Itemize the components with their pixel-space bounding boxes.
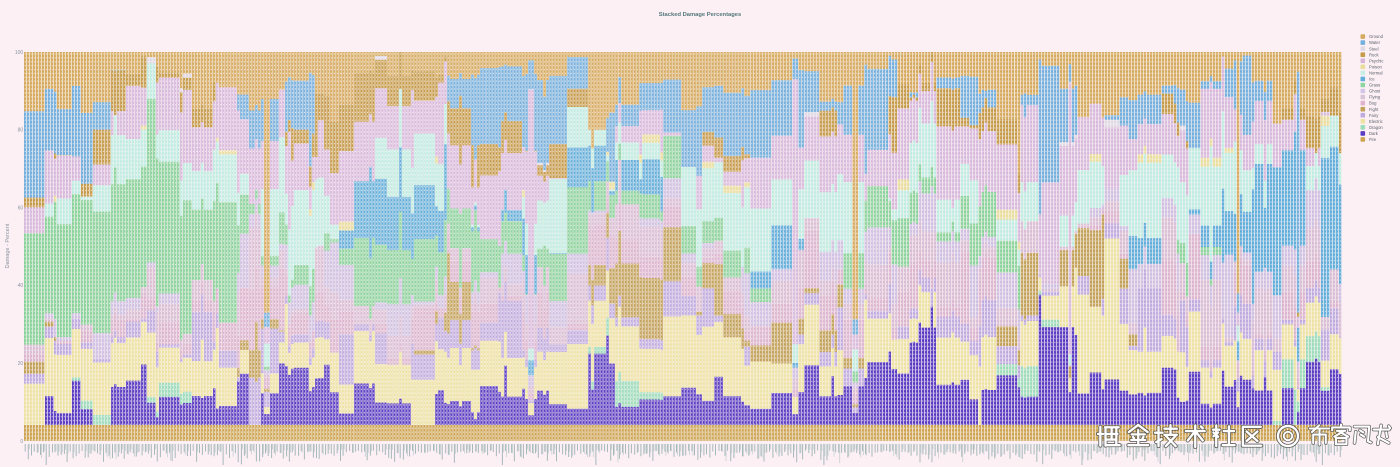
svg-text:Grass: Grass bbox=[1369, 83, 1380, 88]
svg-text:Electric: Electric bbox=[1369, 119, 1383, 124]
svg-text:Poison: Poison bbox=[1369, 64, 1382, 69]
svg-text:Damage - Percent: Damage - Percent bbox=[5, 223, 11, 268]
svg-text:Steel: Steel bbox=[1369, 46, 1379, 51]
svg-text:40: 40 bbox=[18, 283, 24, 289]
svg-text:Bug: Bug bbox=[1369, 101, 1377, 106]
svg-text:Dragon: Dragon bbox=[1369, 125, 1383, 130]
svg-text:Water: Water bbox=[1369, 40, 1381, 45]
svg-text:Fire: Fire bbox=[1369, 137, 1377, 142]
svg-text:Ghost: Ghost bbox=[1369, 89, 1381, 94]
svg-text:20: 20 bbox=[18, 361, 24, 367]
svg-text:Fight: Fight bbox=[1369, 107, 1379, 112]
svg-text:Normal: Normal bbox=[1369, 71, 1383, 76]
svg-text:Ice: Ice bbox=[1369, 77, 1375, 82]
svg-text:Stacked Damage Percentages: Stacked Damage Percentages bbox=[659, 12, 742, 18]
svg-text:Fairy: Fairy bbox=[1369, 113, 1379, 118]
svg-text:Rock: Rock bbox=[1369, 52, 1379, 57]
svg-text:Ground: Ground bbox=[1369, 34, 1384, 39]
svg-text:0: 0 bbox=[20, 439, 23, 445]
svg-text:60: 60 bbox=[18, 205, 24, 211]
svg-text:Psychic: Psychic bbox=[1369, 58, 1383, 63]
svg-text:100: 100 bbox=[15, 50, 24, 56]
svg-text:80: 80 bbox=[18, 128, 24, 134]
svg-text:Dark: Dark bbox=[1369, 131, 1379, 136]
svg-text:Flying: Flying bbox=[1369, 95, 1381, 100]
